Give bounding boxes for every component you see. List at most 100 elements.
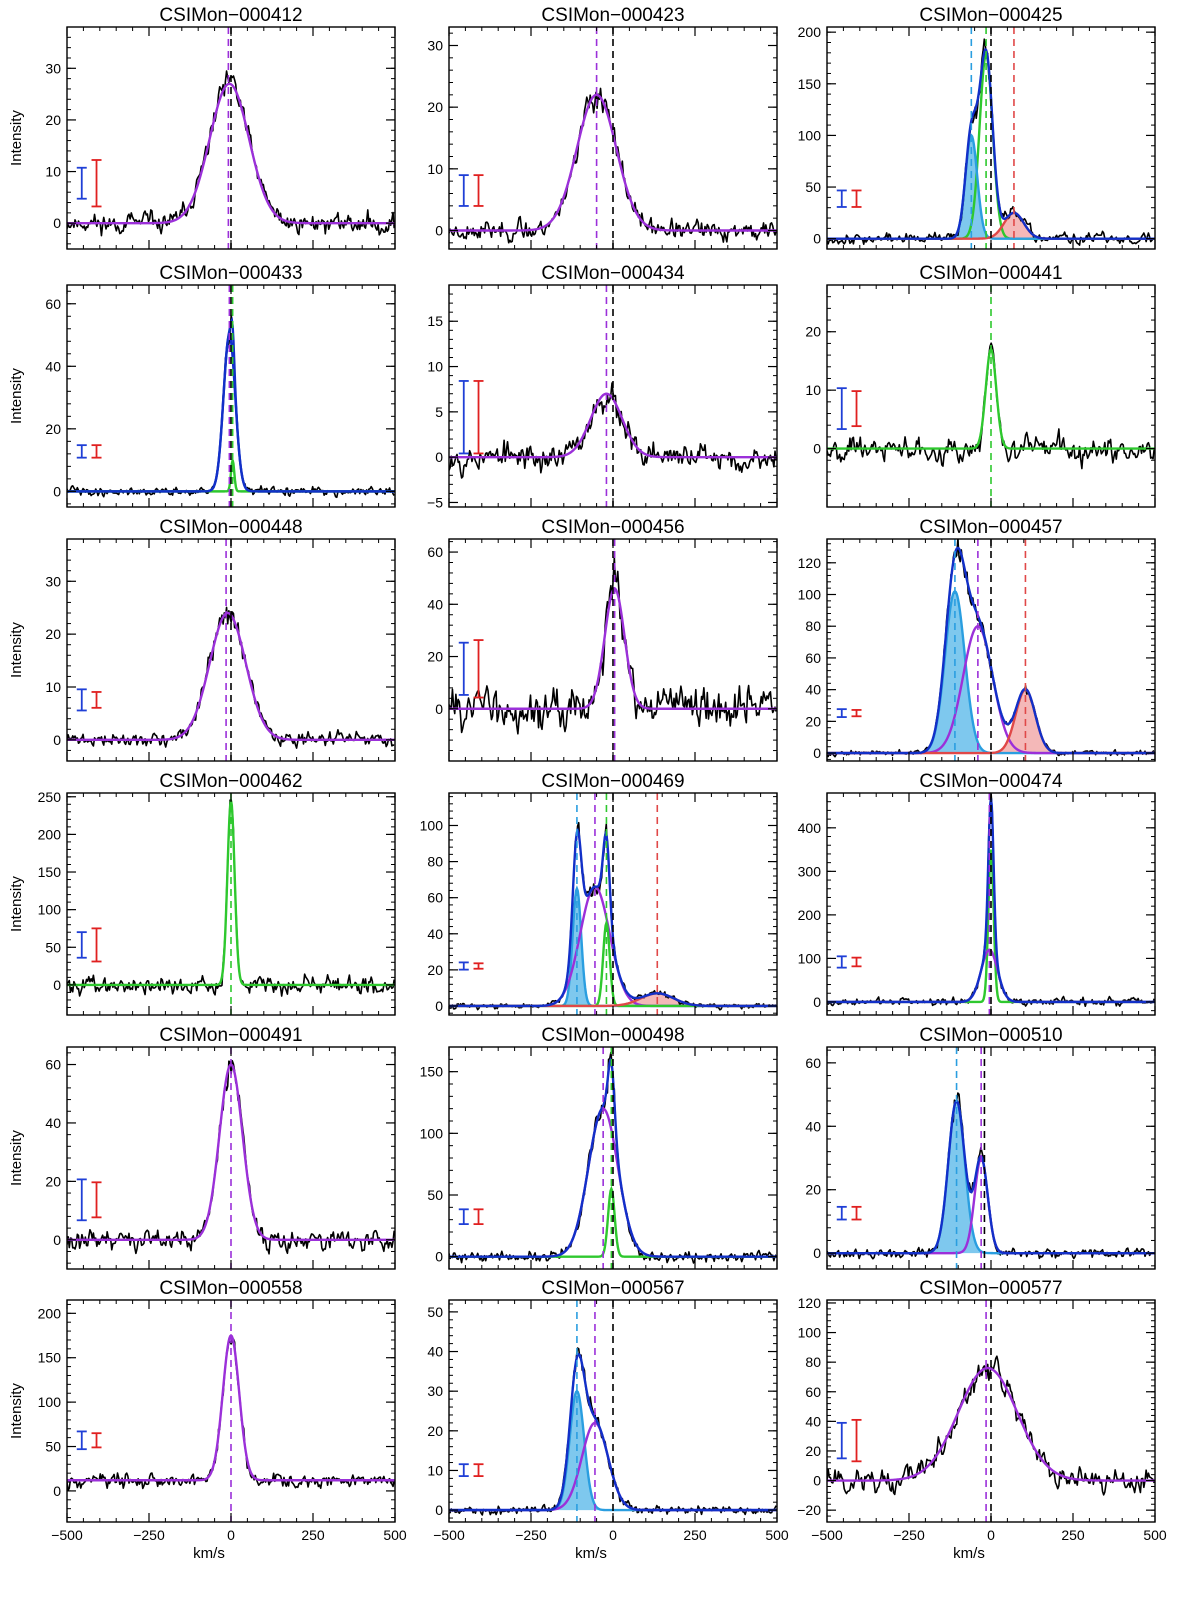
- y-tick-label: 40: [427, 596, 443, 612]
- spectrum-panel-10: CSIMon−000462 0 50 100 150 200 250 Intensity: [8, 771, 396, 1016]
- y-tick-label: 60: [427, 890, 443, 906]
- y-tick-label: 100: [420, 817, 444, 833]
- plot-area: [67, 793, 395, 1015]
- y-tick-label: 10: [427, 161, 443, 177]
- y-tick-label: 100: [38, 1394, 62, 1410]
- y-tick-label: 150: [38, 1350, 62, 1366]
- plot-area: [827, 539, 1155, 761]
- blue-error-bar: [76, 931, 87, 959]
- y-tick-label: 200: [798, 907, 822, 923]
- spectrum-panel-16: CSIMon−000558 0 50 100 150 200 −500 −250 0 250 500…: [8, 1278, 407, 1562]
- spectrum-panel-9: CSIMon−000457 0 20 40 60 80 100 120: [798, 517, 1156, 762]
- y-tick-label: 20: [45, 112, 61, 128]
- y-tick-label: 80: [805, 618, 821, 634]
- y-tick-label: 400: [798, 820, 822, 836]
- red-error-bar: [91, 159, 102, 208]
- y-tick-label: 100: [420, 1125, 444, 1141]
- broad-component-curve: [67, 1333, 395, 1482]
- spectrum-panel-2: CSIMon−000423 0 10 20 30: [427, 5, 778, 250]
- total-fit-curve: [827, 1099, 1155, 1255]
- y-tick-label: 0: [53, 215, 61, 231]
- x-tick-label: 500: [1143, 1527, 1167, 1543]
- y-tick-label: 20: [805, 1182, 821, 1198]
- x-tick-label: 0: [609, 1527, 617, 1543]
- y-tick-label: 20: [45, 626, 61, 642]
- y-tick-label: 30: [45, 60, 61, 76]
- plot-area: [449, 1047, 777, 1269]
- x-tick-label: −500: [51, 1527, 83, 1543]
- plot-area: [827, 793, 1155, 1015]
- blue-error-bar: [76, 444, 87, 459]
- red-error-bar: [473, 380, 484, 455]
- plot-area: [449, 793, 777, 1015]
- observed-spectrum-line: [67, 1060, 395, 1255]
- y-tick-label: 0: [435, 1249, 443, 1265]
- y-tick-label: 20: [427, 962, 443, 978]
- x-axis-label: km/s: [193, 1545, 225, 1562]
- y-tick-label: 120: [798, 1295, 822, 1311]
- y-tick-label: 5: [435, 404, 443, 420]
- red-error-bar: [851, 1418, 862, 1463]
- x-tick-label: −500: [433, 1527, 465, 1543]
- x-tick-label: 250: [1061, 1527, 1085, 1543]
- red-error-bar: [91, 927, 102, 963]
- broad-component-curve: [827, 1366, 1155, 1482]
- broad-component-curve: [67, 82, 395, 225]
- y-tick-label: 100: [38, 902, 62, 918]
- panel-title: CSIMon−000577: [919, 1278, 1062, 1299]
- blue-component-fill: [827, 1100, 1155, 1254]
- spectrum-panel-13: CSIMon−000491 0 20 40 60 Intensity: [8, 1025, 396, 1270]
- panel-title: CSIMon−000441: [919, 263, 1062, 284]
- y-tick-label: 0: [813, 231, 821, 247]
- y-tick-label: 50: [45, 1439, 61, 1455]
- spectrum-panel-12: CSIMon−000474 0 100 200 300 400: [798, 771, 1156, 1016]
- total-fit-curve: [827, 798, 1155, 1004]
- y-tick-label: 200: [798, 24, 822, 40]
- panel-title: CSIMon−000567: [541, 1278, 684, 1299]
- red-error-bar: [91, 444, 102, 459]
- y-tick-label: 20: [805, 713, 821, 729]
- red-error-bar: [91, 1181, 102, 1219]
- plot-area: [449, 285, 777, 507]
- total-fit-curve: [827, 546, 1155, 755]
- y-tick-label: 80: [805, 1354, 821, 1370]
- x-tick-label: −250: [893, 1527, 925, 1543]
- spectrum-panel-6: CSIMon−000441 0 10 20: [805, 263, 1156, 508]
- y-tick-label: 150: [798, 76, 822, 92]
- red-error-bar: [473, 174, 484, 207]
- y-tick-label: 15: [427, 313, 443, 329]
- y-tick-label: 20: [427, 1423, 443, 1439]
- y-axis-label: Intensity: [8, 368, 25, 424]
- blue-error-bar: [458, 961, 469, 971]
- spectrum-panel-3: CSIMon−000425 0 50 100 150 200: [798, 5, 1156, 250]
- y-tick-label: −5: [427, 494, 443, 510]
- spectrum-panel-18: CSIMon−000577 −20 0 20 40 60 80 100 120 −500 −250 0…: [797, 1278, 1167, 1562]
- panel-title: CSIMon−000498: [541, 1025, 684, 1046]
- blue-component-curve: [827, 1099, 1155, 1255]
- panel-title: CSIMon−000462: [159, 771, 302, 792]
- spectrum-panel-7: CSIMon−000448 0 10 20 30 Intensity: [8, 517, 396, 762]
- spectrum-panel-15: CSIMon−000510 0 20 40 60: [805, 1025, 1156, 1270]
- plot-area: [449, 27, 777, 249]
- blue-error-bar: [836, 189, 847, 208]
- panel-title: CSIMon−000510: [919, 1025, 1062, 1046]
- y-tick-label: 200: [38, 1305, 62, 1321]
- broad-component-curve: [67, 1063, 395, 1241]
- blue-error-bar: [76, 166, 87, 200]
- panel-title: CSIMon−000474: [919, 771, 1063, 792]
- y-tick-label: 0: [813, 1473, 821, 1489]
- y-tick-label: 50: [805, 179, 821, 195]
- y-tick-label: 0: [53, 483, 61, 499]
- y-tick-label: 100: [798, 127, 822, 143]
- x-tick-label: 0: [227, 1527, 235, 1543]
- y-tick-label: 30: [427, 1383, 443, 1399]
- broad-component-curve: [827, 1156, 1155, 1255]
- y-tick-label: 50: [427, 1187, 443, 1203]
- y-tick-label: 50: [427, 1304, 443, 1320]
- plot-area: [67, 1300, 395, 1522]
- y-axis-label: Intensity: [8, 622, 25, 678]
- plot-area: [827, 27, 1155, 249]
- y-tick-label: 50: [45, 939, 61, 955]
- panel-title: CSIMon−000457: [919, 517, 1062, 538]
